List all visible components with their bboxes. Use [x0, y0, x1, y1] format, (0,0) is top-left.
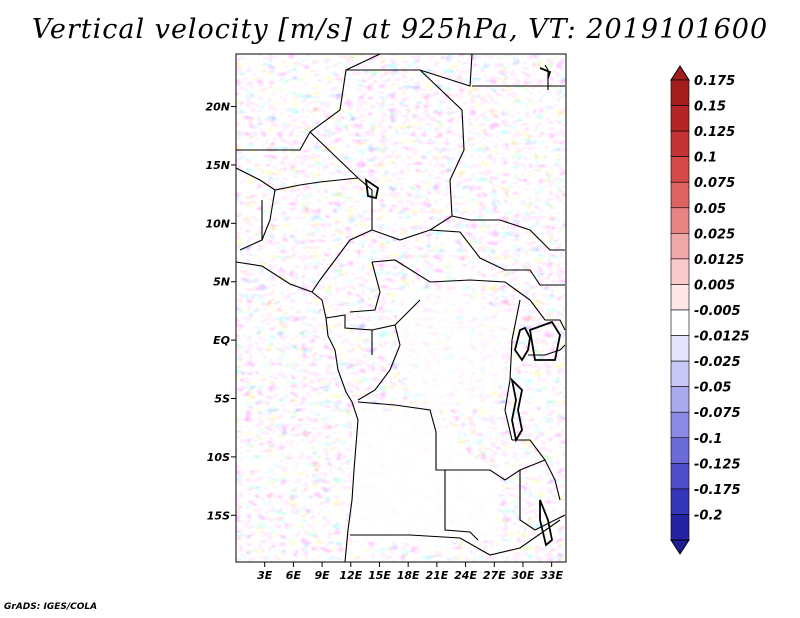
colorbar-min-arrow	[670, 539, 690, 555]
colorbar-swatch	[670, 488, 690, 515]
colorbar-swatch	[670, 181, 690, 209]
colorbar-label: -0.0125	[694, 330, 750, 345]
lat-tick-label: 10N	[205, 217, 230, 230]
colorbar-label: 0.175	[694, 74, 735, 89]
colorbar-swatch	[670, 411, 690, 439]
colorbar-swatch	[670, 386, 690, 413]
lon-tick-label: 21E	[425, 569, 448, 582]
colorbar-label: 0.125	[694, 125, 735, 140]
lon-tick-label: 9E	[315, 569, 331, 582]
colorbar-swatch	[670, 130, 690, 157]
map-borders	[236, 54, 566, 562]
lon-tick-label: 30E	[512, 569, 535, 582]
lon-tick-label: 3E	[257, 569, 273, 582]
lat-tick-label: 15N	[205, 159, 230, 172]
lon-tick-label: 33E	[540, 569, 563, 582]
colorbar-swatch	[670, 514, 690, 541]
colorbar-label: 0.075	[694, 176, 735, 191]
lon-tick-label: 6E	[286, 569, 302, 582]
colorbar-label: 0.1	[694, 151, 717, 166]
colorbar-label: -0.025	[694, 355, 741, 370]
lat-tick-label: 15S	[207, 509, 230, 522]
lon-tick-label: 24E	[454, 569, 477, 582]
colorbar-label: 0.15	[694, 100, 726, 115]
lat-tick-label: EQ	[213, 334, 230, 347]
colorbar-label: -0.1	[694, 432, 722, 447]
colorbar-label: -0.2	[694, 508, 722, 523]
colorbar-label: 0.005	[694, 278, 735, 293]
colorbar-swatch	[670, 309, 690, 336]
colorbar-swatch	[670, 258, 690, 285]
colorbar-swatch	[670, 463, 690, 490]
latitude-axis: 20N 15N 10N 5N EQ 5S 10S 15S	[205, 101, 236, 522]
lon-tick-label: 12E	[339, 569, 362, 582]
colorbar-label: -0.175	[694, 483, 741, 498]
lon-tick-label: 18E	[397, 569, 420, 582]
calm-region-congo	[395, 290, 510, 410]
colorbar-swatch	[670, 105, 690, 132]
colorbar-max-arrow	[670, 65, 690, 81]
calm-region	[352, 410, 500, 545]
colorbar-swatch	[670, 79, 690, 106]
lon-tick-label: 27E	[483, 569, 506, 582]
colorbar-label: -0.075	[694, 406, 741, 421]
lat-tick-label: 5S	[214, 393, 230, 406]
lat-tick-label: 10S	[207, 451, 230, 464]
chart-title: Vertical velocity [m/s] at 925hPa, VT: 2…	[31, 14, 769, 45]
lon-tick-label: 15E	[368, 569, 391, 582]
colorbar-swatch	[670, 284, 690, 311]
colorbar-swatch	[670, 335, 690, 362]
colorbar-swatch	[670, 360, 690, 387]
lakes	[364, 67, 561, 547]
map-frame	[235, 53, 567, 563]
lat-tick-label: 20N	[205, 101, 230, 114]
colorbar-label: 0.0125	[694, 253, 744, 268]
map-plot-area	[235, 53, 567, 563]
colorbar: 0.175 0.15 0.125 0.1 0.075 0.05 0.025 0.0125 0.0…	[670, 65, 750, 555]
colorbar-label: -0.005	[694, 304, 741, 319]
colorbar-label: 0.025	[694, 227, 735, 242]
colorbar-label: -0.125	[694, 457, 741, 472]
colorbar-label: 0.05	[694, 202, 726, 217]
grads-credit: GrADS: IGES/COLA	[4, 602, 98, 612]
colorbar-label: -0.05	[694, 381, 731, 396]
lat-tick-label: 5N	[213, 276, 230, 289]
colorbar-swatch	[670, 207, 690, 234]
colorbar-swatch	[670, 437, 690, 464]
colorbar-swatch	[670, 156, 690, 183]
longitude-axis: 3E 6E 9E 12E 15E 18E 21E 24E 27E 30E 33E	[257, 562, 564, 582]
colorbar-swatch	[670, 233, 690, 260]
